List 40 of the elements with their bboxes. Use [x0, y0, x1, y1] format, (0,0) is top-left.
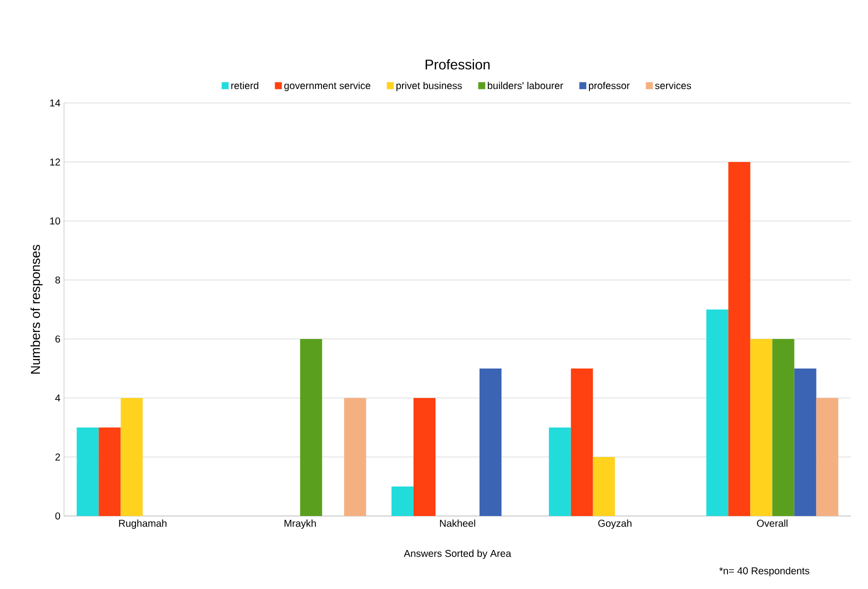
bar	[344, 398, 366, 516]
bar	[392, 486, 414, 516]
y-tick-label: 12	[50, 158, 60, 166]
x-axis-title: Answers Sorted by Area	[404, 550, 512, 559]
bar	[592, 456, 615, 516]
legend-label: builders' labourer	[488, 82, 564, 90]
bar	[98, 427, 121, 516]
bar	[750, 338, 772, 516]
y-tick-label: 2	[55, 454, 60, 460]
legend-label: professor	[588, 82, 630, 92]
y-tick-label: 6	[55, 335, 60, 343]
bar	[794, 368, 816, 516]
bar	[300, 338, 322, 516]
bar	[76, 427, 99, 516]
bar	[548, 427, 571, 516]
bar	[728, 162, 750, 516]
x-tick-label: Overall	[757, 520, 788, 527]
y-tick-label: 8	[55, 276, 60, 284]
legend-label: government service	[284, 82, 370, 92]
bar	[706, 309, 728, 516]
y-tick-label: 10	[50, 217, 60, 225]
bar	[480, 368, 502, 516]
bar	[772, 338, 794, 516]
legend-label: retierd	[231, 82, 258, 90]
x-tick-label: Nakheel	[440, 520, 476, 527]
bar	[120, 398, 143, 516]
legend-label: privet business	[396, 82, 462, 92]
legend-label: services	[655, 82, 692, 90]
y-tick-label: 14	[50, 100, 60, 106]
y-tick-label: 4	[55, 394, 60, 402]
bar	[570, 368, 593, 516]
y-tick-label: 0	[55, 512, 60, 520]
chart-title: Profession	[426, 59, 490, 70]
text: *n= 40 Respondents	[719, 567, 810, 576]
y-axis-title: Numbers of responses	[30, 244, 43, 374]
bar	[816, 398, 838, 516]
x-tick-label: Rughamah	[119, 520, 166, 529]
bar	[414, 398, 436, 516]
x-tick-label: Goyzah	[598, 520, 632, 529]
x-tick-label: Mraykh	[284, 520, 316, 529]
